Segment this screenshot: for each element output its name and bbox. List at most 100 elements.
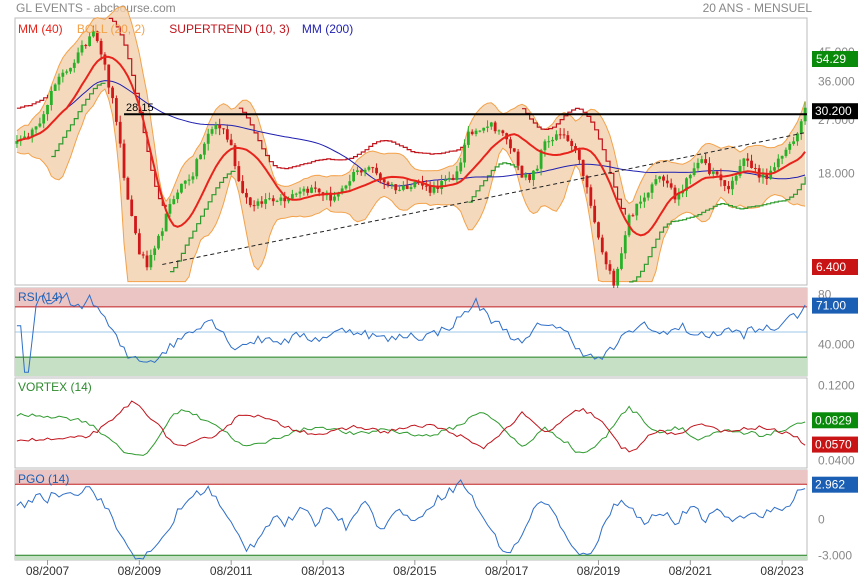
price-candle: [440, 181, 444, 189]
price-candle: [616, 268, 620, 286]
price-candle: [218, 124, 222, 129]
price-candle: [359, 170, 363, 173]
price-candle: [646, 192, 650, 198]
x-tick-label: 08/2023: [760, 564, 804, 578]
rsi-last-badge: 71.00: [816, 299, 846, 313]
price-candle: [160, 231, 164, 236]
price-candle: [378, 173, 382, 180]
rsi-last-badge-bg: [812, 297, 858, 314]
vortex-plus-badge: 0.0829: [815, 413, 852, 427]
price-candle: [206, 133, 210, 144]
price-candle: [520, 165, 524, 178]
price-candle: [654, 179, 658, 185]
supertrend-line: [16, 94, 49, 109]
price-candle: [554, 134, 558, 140]
price-candle: [95, 31, 99, 41]
price-candle: [558, 134, 562, 136]
price-candle: [336, 192, 340, 197]
price-candle: [333, 196, 336, 201]
price-candle: [164, 213, 168, 232]
supertrend-line: [468, 162, 519, 203]
price-candle: [482, 127, 486, 131]
price-candle: [180, 183, 183, 193]
rsi-oversold-zone: [15, 357, 807, 376]
price-candle: [290, 194, 294, 199]
price-candle: [516, 151, 520, 166]
price-candle: [84, 45, 88, 47]
price-candle: [352, 172, 356, 182]
price-candle: [382, 179, 386, 183]
price-candle: [742, 158, 746, 166]
badge-high-bg: [812, 51, 858, 67]
badge-resistance-bg: [812, 103, 858, 120]
price-candle: [30, 129, 34, 138]
price-candle: [283, 197, 287, 202]
badge-low-bg: [812, 259, 858, 275]
price-candle: [398, 189, 401, 191]
price-candle: [99, 40, 103, 55]
price-candle: [796, 133, 799, 142]
price-candle: [489, 122, 493, 127]
price-candle: [773, 167, 776, 171]
pgo-oversold-zone: [15, 555, 807, 560]
price-candle: [692, 168, 696, 175]
price-candle: [432, 185, 436, 193]
price-candle: [191, 176, 195, 180]
price-candle: [15, 141, 19, 144]
price-candle: [788, 143, 792, 150]
price-candle: [509, 139, 512, 149]
price-candle: [478, 130, 482, 132]
price-candle: [455, 171, 459, 180]
price-candle: [750, 160, 753, 169]
price-candle: [176, 192, 180, 200]
price-candle: [38, 123, 42, 127]
supertrend-line: [522, 107, 626, 215]
price-candle: [46, 105, 49, 115]
price-candle: [134, 215, 137, 234]
price-candle: [137, 233, 141, 255]
price-candle: [34, 126, 38, 130]
price-candle: [528, 174, 532, 181]
price-candle: [157, 235, 160, 249]
price-candle: [149, 254, 153, 268]
price-candle: [42, 114, 46, 124]
price-candle: [581, 159, 585, 176]
legend-entry: MM (200): [302, 22, 353, 36]
price-candle: [547, 141, 551, 143]
price-candle: [734, 175, 738, 181]
x-tick-label: 08/2017: [485, 564, 529, 578]
price-candle: [597, 222, 600, 238]
price-candle: [577, 149, 581, 160]
bollinger-band-fill: [16, 6, 806, 282]
price-candle: [688, 174, 692, 179]
price-candle: [122, 143, 126, 178]
price-candle: [612, 270, 616, 286]
price-candle: [72, 62, 76, 68]
price-candle: [268, 198, 271, 200]
price-candle: [428, 185, 432, 193]
chart-title: GL EVENTS - abcbourse.com: [16, 1, 176, 15]
price-candle: [248, 197, 252, 206]
price-candle: [413, 181, 417, 188]
pgo-last-badge-bg: [812, 476, 858, 493]
price-candle: [470, 131, 474, 135]
price-candle: [566, 135, 570, 141]
vortex-title: VORTEX (14): [18, 380, 92, 394]
price-candle: [424, 185, 428, 187]
price-candle: [642, 197, 646, 202]
resistance-label: 28.15: [126, 102, 154, 114]
price-candle: [704, 159, 708, 164]
price-candle: [738, 165, 742, 176]
vortex-plus-badge-bg: [812, 412, 858, 429]
price-candle: [88, 36, 92, 47]
price-candle: [539, 150, 543, 169]
price-candle: [570, 140, 574, 147]
price-candle: [306, 188, 310, 193]
price-candle: [348, 181, 352, 186]
badge-low: 6.400: [816, 260, 846, 274]
price-candle: [700, 159, 704, 163]
price-candle: [317, 188, 321, 193]
price-y-tick-label: 36.000: [818, 74, 855, 88]
price-candle: [49, 90, 53, 106]
price-candle: [310, 187, 313, 193]
